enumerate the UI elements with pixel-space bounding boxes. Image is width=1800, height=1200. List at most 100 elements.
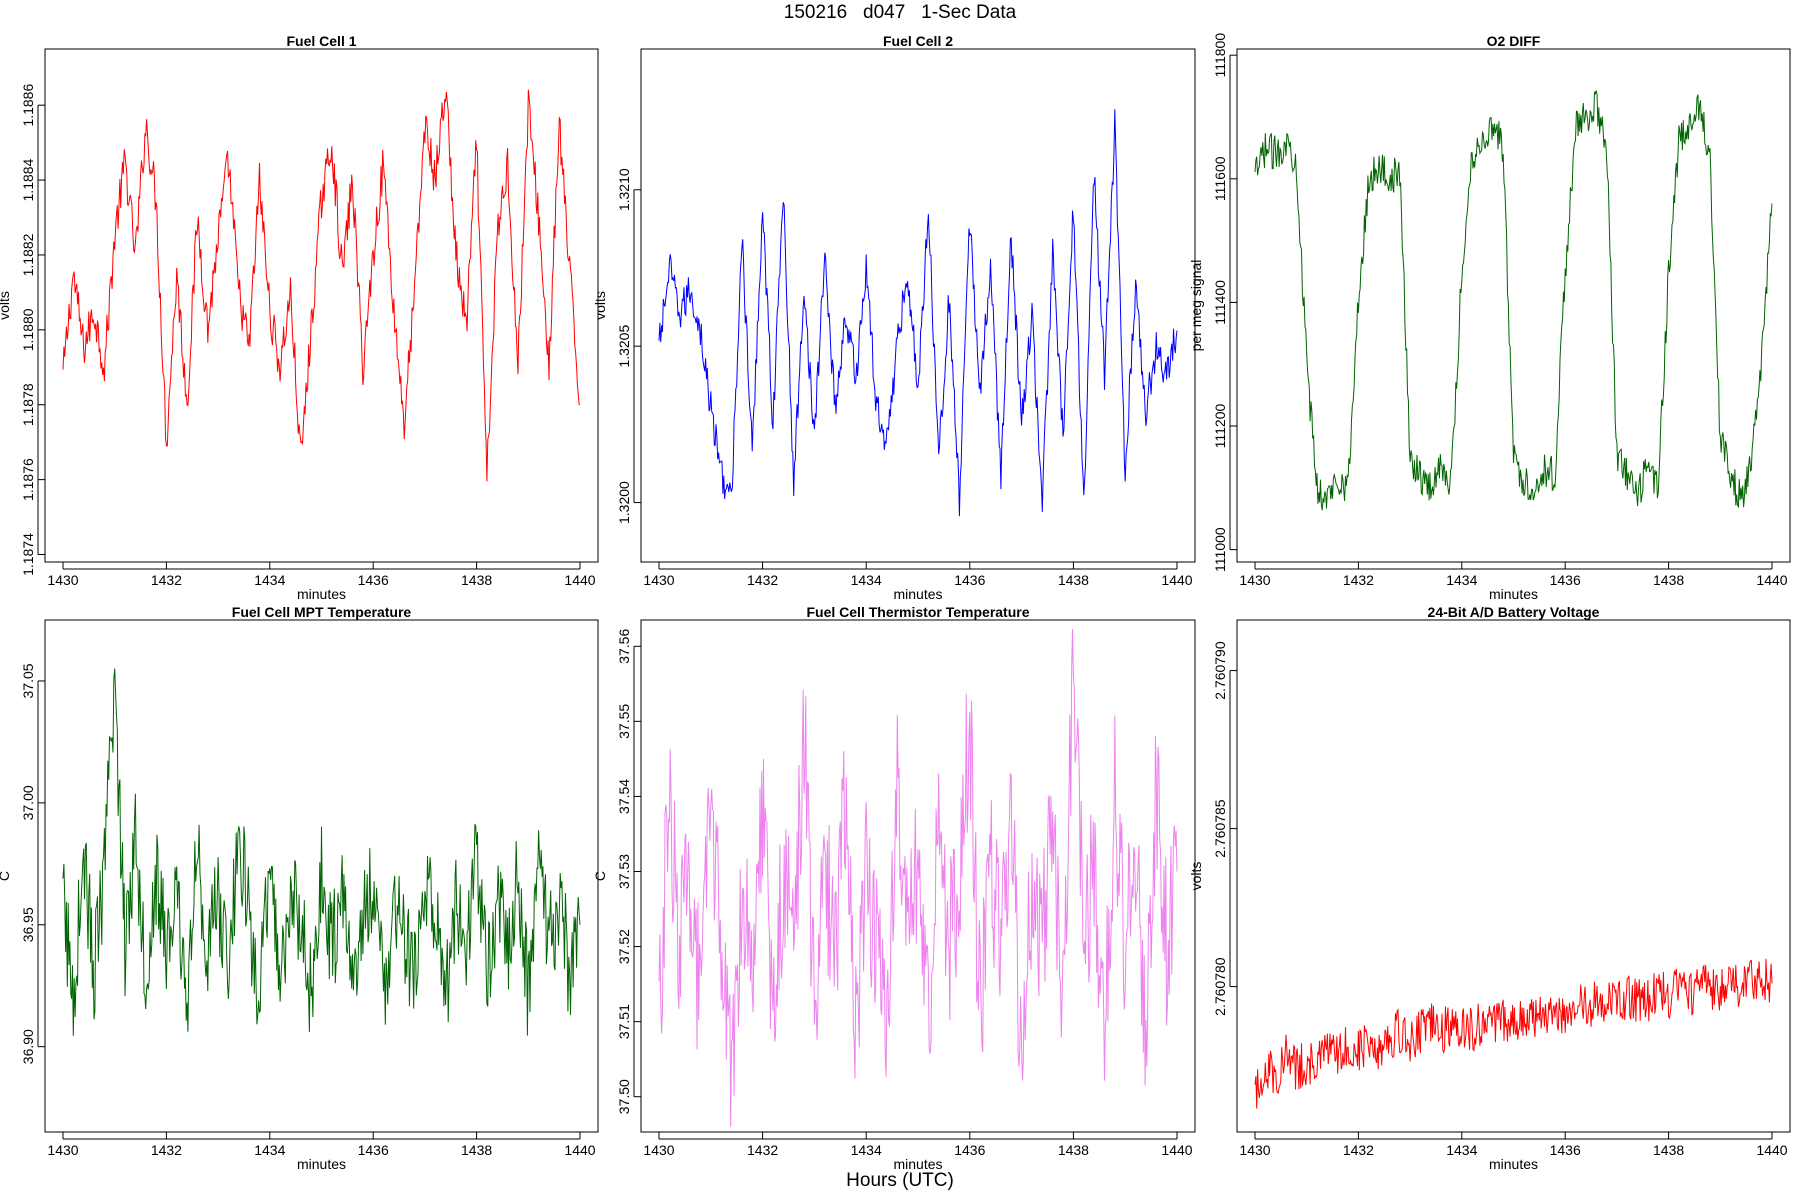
- chart-panel-5: Fuel Cell Thermistor Temperature 1430 1432…: [592, 604, 1196, 1172]
- y-tick-label: 111000: [1212, 527, 1228, 572]
- x-tick-label: 1440: [1756, 1142, 1787, 1158]
- x-axis-label: minutes: [1489, 586, 1538, 602]
- x-tick-label: 1438: [1058, 572, 1089, 588]
- x-tick-label: 1438: [1653, 572, 1684, 588]
- x-tick-label: 1436: [954, 1142, 985, 1158]
- y-tick-label: 1.1876: [20, 458, 36, 501]
- y-tick-label: 111400: [1212, 280, 1228, 325]
- x-tick-label: 1434: [851, 1142, 882, 1158]
- plot-frame: [44, 48, 599, 563]
- y-tick-label: 2.760790: [1212, 641, 1228, 700]
- y-tick-label: 37.50: [616, 1079, 632, 1114]
- x-tick-label: 1440: [1756, 572, 1787, 588]
- x-tick-label: 1438: [1653, 1142, 1684, 1158]
- x-tick-label: 1434: [254, 572, 285, 588]
- x-tick-label: 1434: [851, 572, 882, 588]
- y-tick-label: 36.90: [20, 1029, 36, 1064]
- x-tick-label: 1440: [1161, 1142, 1192, 1158]
- y-tick-label: 2.760785: [1212, 799, 1228, 858]
- y-tick-label: 37.53: [616, 854, 632, 889]
- chart-panel-6: 24-Bit A/D Battery Voltage 1430 1432 1434 14…: [1188, 604, 1791, 1172]
- plot-frame: [1236, 48, 1791, 563]
- x-tick-label: 1436: [358, 572, 389, 588]
- chart-panel-2: Fuel Cell 2 1430 1432 1434 1436 1438 1440 minut…: [592, 33, 1196, 602]
- x-axis-label: minutes: [1489, 1156, 1538, 1172]
- y-tick-label: 37.00: [20, 785, 36, 820]
- y-tick-label: 36.95: [20, 907, 36, 942]
- x-tick-label: 1436: [358, 1142, 389, 1158]
- x-tick-label: 1432: [1343, 1142, 1374, 1158]
- series-line: [1254, 90, 1773, 511]
- chart-panel-1: Fuel Cell 1 1430 1432 1434 1436 1438 1440 minut…: [0, 33, 599, 602]
- y-tick-label: 111800: [1212, 33, 1228, 78]
- y-axis-label: C: [592, 871, 608, 881]
- series-line: [1254, 958, 1773, 1109]
- plot-frame: [640, 48, 1196, 563]
- panel-title: Fuel Cell 2: [883, 33, 953, 49]
- x-tick-label: 1430: [643, 572, 674, 588]
- chart-panel-4: Fuel Cell MPT Temperature 1430 1432 1434 143…: [0, 604, 599, 1172]
- panel-title: 24-Bit A/D Battery Voltage: [1428, 604, 1600, 620]
- y-tick-label: 2.760780: [1212, 957, 1228, 1016]
- x-tick-label: 1436: [1550, 572, 1581, 588]
- y-tick-label: 37.51: [616, 1004, 632, 1039]
- y-tick-label: 1.1882: [20, 233, 36, 276]
- y-axis-label: volts: [592, 291, 608, 320]
- x-tick-label: 1438: [1058, 1142, 1089, 1158]
- x-tick-label: 1440: [564, 572, 595, 588]
- x-tick-label: 1436: [1550, 1142, 1581, 1158]
- series-line: [658, 628, 1178, 1127]
- series-line: [658, 109, 1178, 517]
- panel-title: Fuel Cell 1: [286, 33, 356, 49]
- y-tick-label: 111200: [1212, 403, 1228, 448]
- y-tick-label: 1.1886: [20, 84, 36, 127]
- y-tick-label: 1.3205: [616, 325, 632, 368]
- y-tick-label: 1.1884: [20, 158, 36, 201]
- y-tick-label: 37.55: [616, 704, 632, 739]
- x-tick-label: 1438: [461, 572, 492, 588]
- y-tick-label: 1.1878: [20, 383, 36, 426]
- x-tick-label: 1430: [1239, 572, 1270, 588]
- x-axis-label: minutes: [297, 1156, 346, 1172]
- plot-frame: [1236, 619, 1791, 1133]
- panel-title: Fuel Cell MPT Temperature: [232, 604, 412, 620]
- x-tick-label: 1432: [1343, 572, 1374, 588]
- chart-panel-3: O2 DIFF 1430 1432 1434 1436 1438 1440 minutes 11…: [1188, 33, 1791, 602]
- y-tick-label: 1.3200: [616, 481, 632, 524]
- x-tick-label: 1434: [254, 1142, 285, 1158]
- panel-title: Fuel Cell Thermistor Temperature: [806, 604, 1029, 620]
- x-tick-label: 1434: [1446, 572, 1477, 588]
- y-tick-label: 1.3210: [616, 168, 632, 211]
- x-tick-label: 1440: [1161, 572, 1192, 588]
- y-tick-label: 37.56: [616, 629, 632, 664]
- x-tick-label: 1432: [151, 572, 182, 588]
- figure-xlabel: Hours (UTC): [846, 1170, 954, 1191]
- x-tick-label: 1430: [643, 1142, 674, 1158]
- x-tick-label: 1434: [1446, 1142, 1477, 1158]
- x-axis-label: minutes: [893, 586, 942, 602]
- panel-title: O2 DIFF: [1487, 33, 1541, 49]
- series-line: [62, 668, 581, 1036]
- x-tick-label: 1438: [461, 1142, 492, 1158]
- x-axis-label: minutes: [297, 586, 346, 602]
- plot-frame: [44, 619, 599, 1133]
- x-tick-label: 1430: [1239, 1142, 1270, 1158]
- x-tick-label: 1430: [47, 572, 78, 588]
- x-tick-label: 1432: [747, 572, 778, 588]
- y-tick-label: 1.1880: [20, 308, 36, 351]
- y-tick-label: 111600: [1212, 156, 1228, 201]
- x-tick-label: 1432: [151, 1142, 182, 1158]
- y-tick-label: 37.52: [616, 929, 632, 964]
- y-axis-label: per meg signal: [1188, 260, 1204, 352]
- x-tick-label: 1436: [954, 572, 985, 588]
- y-axis-label: volts: [1188, 862, 1204, 891]
- y-axis-label: volts: [0, 291, 12, 320]
- y-tick-label: 1.1874: [20, 533, 36, 576]
- y-tick-label: 37.54: [616, 779, 632, 814]
- x-tick-label: 1440: [564, 1142, 595, 1158]
- figure-title: 150216 d047 1-Sec Data: [783, 2, 1017, 23]
- x-tick-label: 1432: [747, 1142, 778, 1158]
- series-line: [62, 89, 581, 482]
- y-tick-label: 37.05: [20, 663, 36, 698]
